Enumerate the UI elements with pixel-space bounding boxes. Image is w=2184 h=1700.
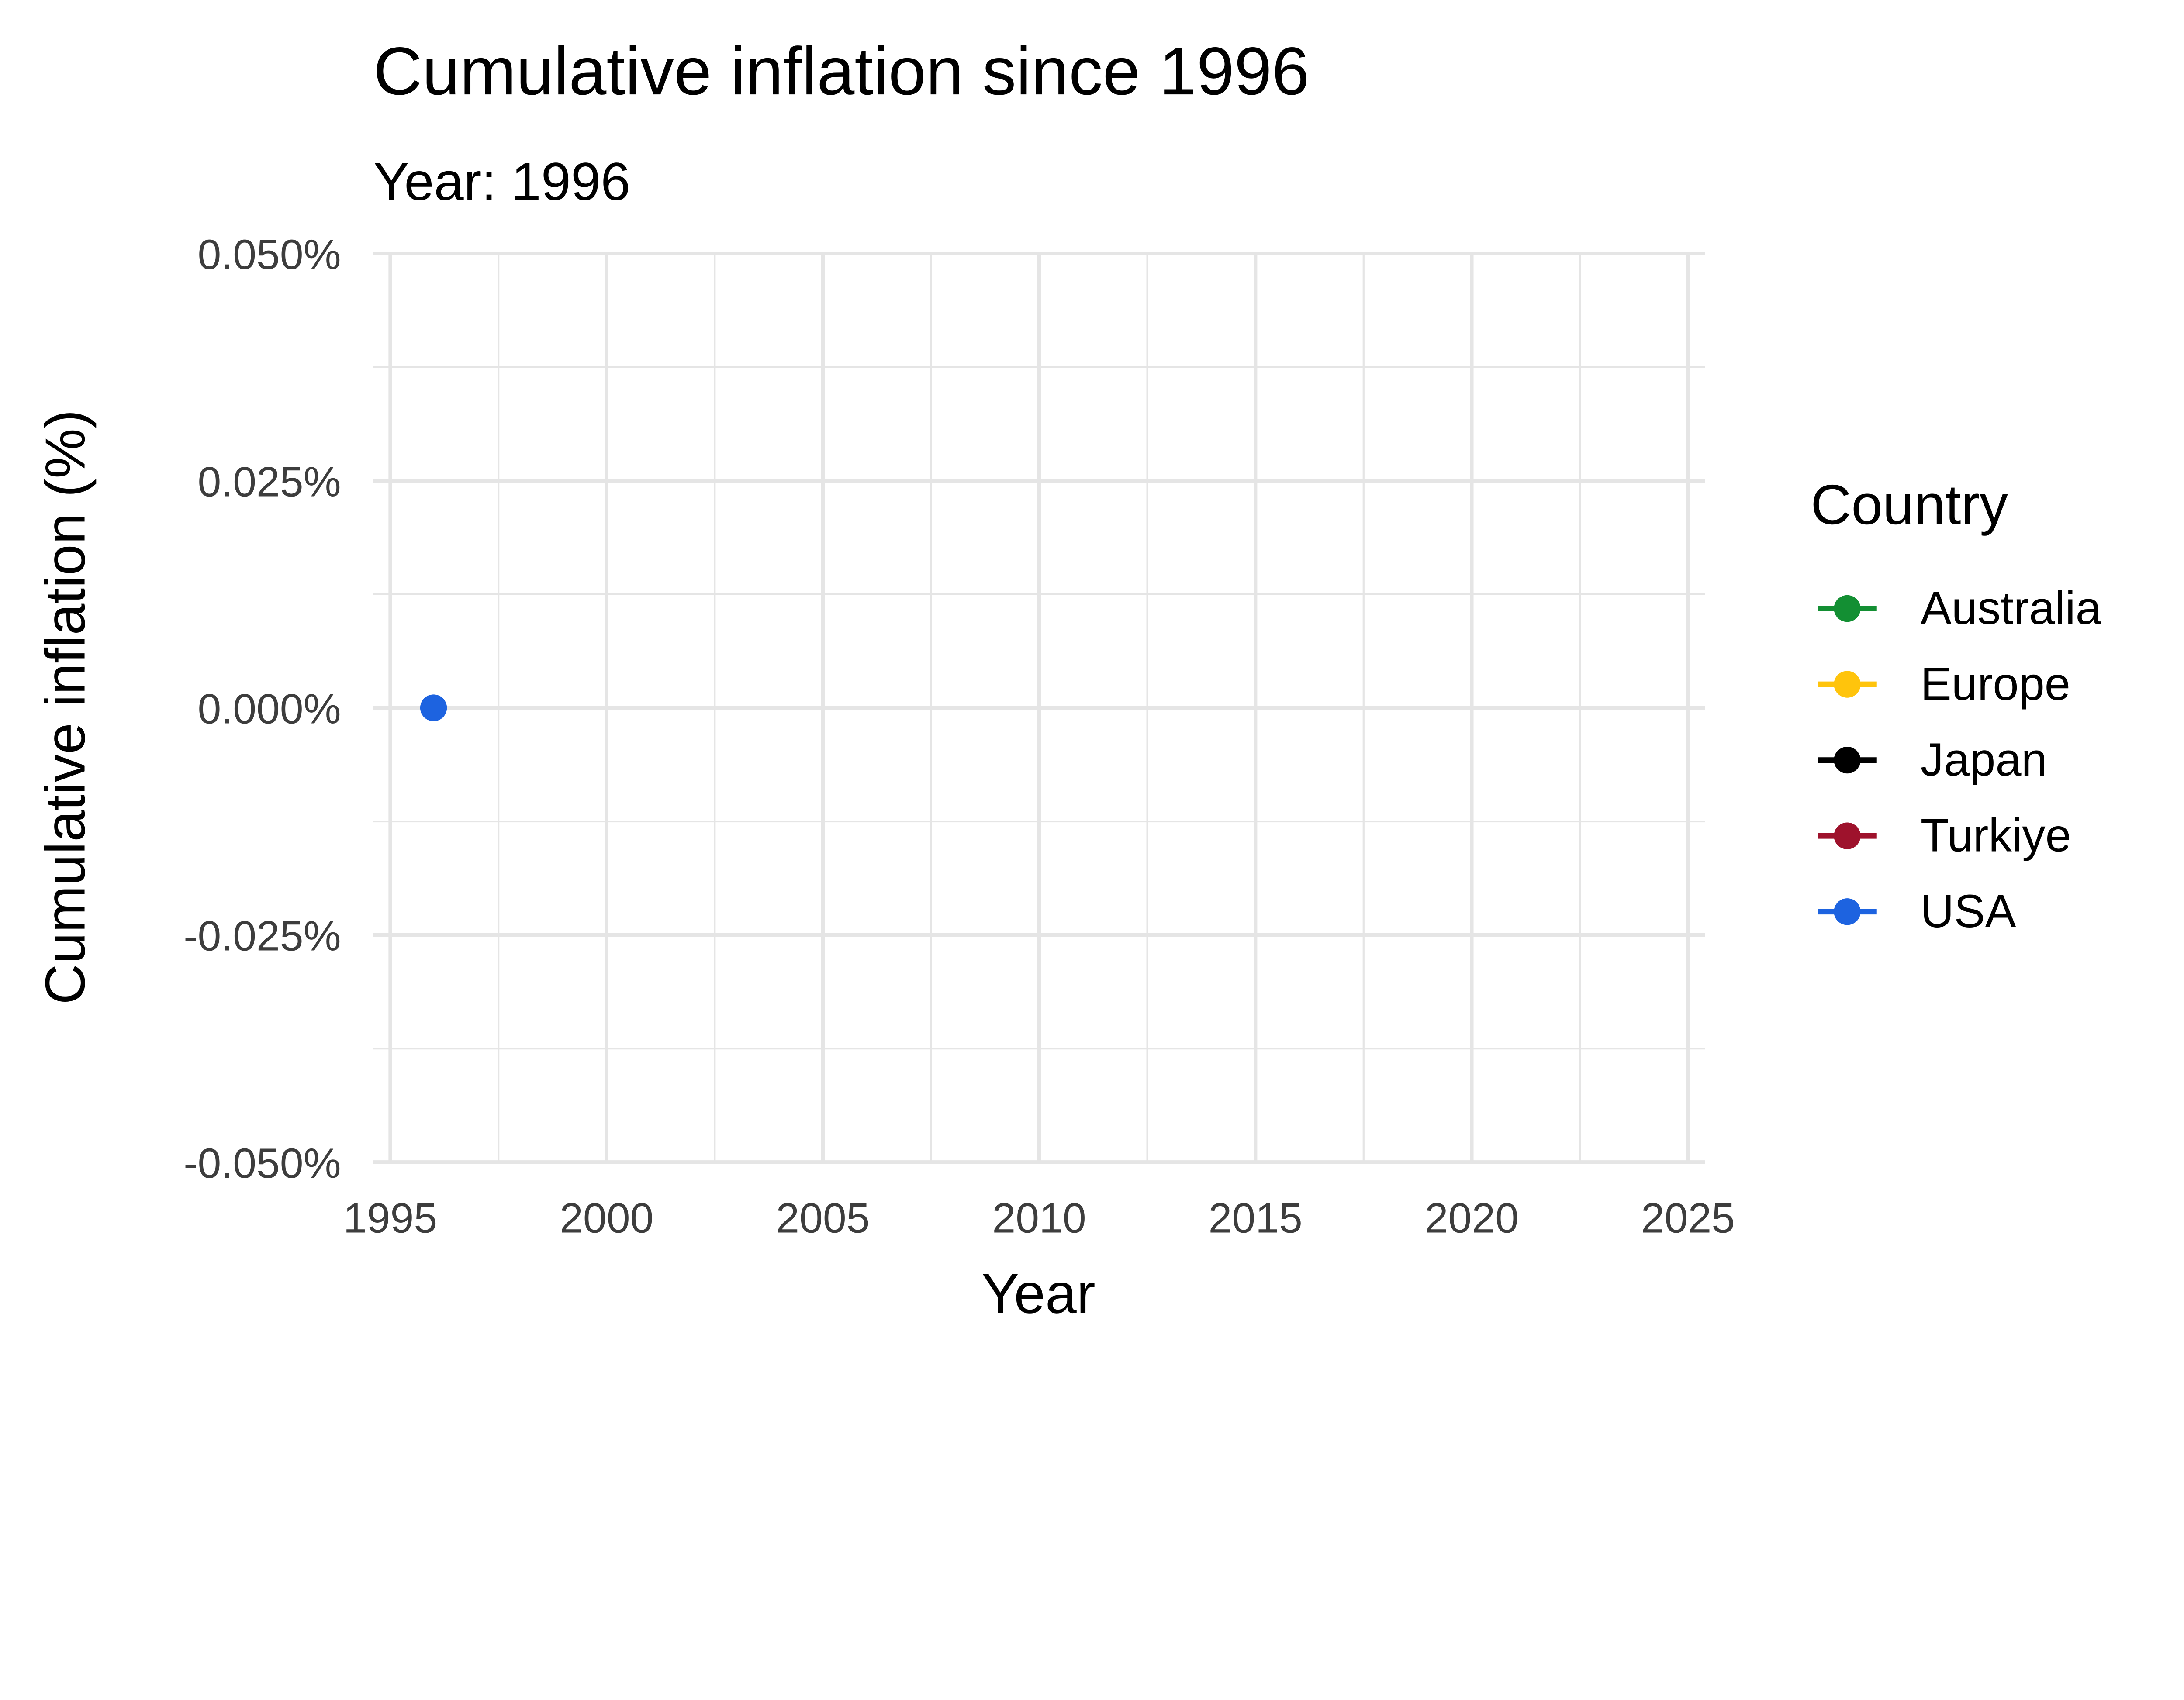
- x-tick-labels: 1995 2000 2005 2010 2015 2020 2025: [343, 1194, 1735, 1242]
- legend-item-usa: USA: [1818, 885, 2016, 937]
- y-tick-labels: 0.050% 0.025% 0.000% -0.025% -0.050%: [183, 231, 341, 1187]
- y-tick-label: 0.000%: [197, 685, 341, 732]
- legend-label: Europe: [1921, 658, 2070, 710]
- x-tick-label: 2025: [1641, 1194, 1735, 1242]
- x-tick-label: 1995: [343, 1194, 437, 1242]
- x-tick-label: 2020: [1425, 1194, 1519, 1242]
- grid: [373, 252, 1705, 1164]
- x-tick-label: 2010: [992, 1194, 1086, 1242]
- legend-key-point: [1834, 671, 1861, 698]
- y-tick-label: 0.025%: [197, 458, 341, 505]
- data-point-usa: [420, 694, 447, 721]
- legend-label: Turkiye: [1921, 810, 2071, 862]
- y-tick-label: 0.050%: [197, 231, 341, 278]
- y-axis-title: Cumulative inflation (%): [34, 410, 97, 1004]
- legend: Country Australia Europe Japan Turkiye USA: [1811, 473, 2102, 937]
- legend-label: Japan: [1921, 734, 2047, 786]
- x-tick-label: 2015: [1209, 1194, 1303, 1242]
- x-axis-title: Year: [981, 1262, 1095, 1325]
- legend-item-europe: Europe: [1818, 658, 2070, 710]
- legend-key-point: [1834, 822, 1861, 849]
- legend-item-australia: Australia: [1818, 582, 2102, 634]
- x-tick-label: 2005: [776, 1194, 870, 1242]
- legend-key-point: [1834, 746, 1861, 774]
- legend-key-point: [1834, 595, 1861, 622]
- chart-title: Cumulative inflation since 1996: [373, 33, 1310, 109]
- x-tick-label: 2000: [560, 1194, 653, 1242]
- legend-item-japan: Japan: [1818, 734, 2047, 786]
- data-marks: [420, 694, 447, 721]
- chart-subtitle: Year: 1996: [373, 152, 630, 211]
- y-tick-label: -0.050%: [183, 1139, 341, 1187]
- y-tick-label: -0.025%: [183, 912, 341, 960]
- chart: 0.050% 0.025% 0.000% -0.025% -0.050% 1995 200…: [34, 33, 2102, 1325]
- legend-key-point: [1834, 898, 1861, 925]
- legend-label: Australia: [1921, 582, 2102, 634]
- legend-title: Country: [1811, 473, 2008, 536]
- legend-label: USA: [1921, 885, 2016, 937]
- legend-item-turkiye: Turkiye: [1818, 810, 2071, 862]
